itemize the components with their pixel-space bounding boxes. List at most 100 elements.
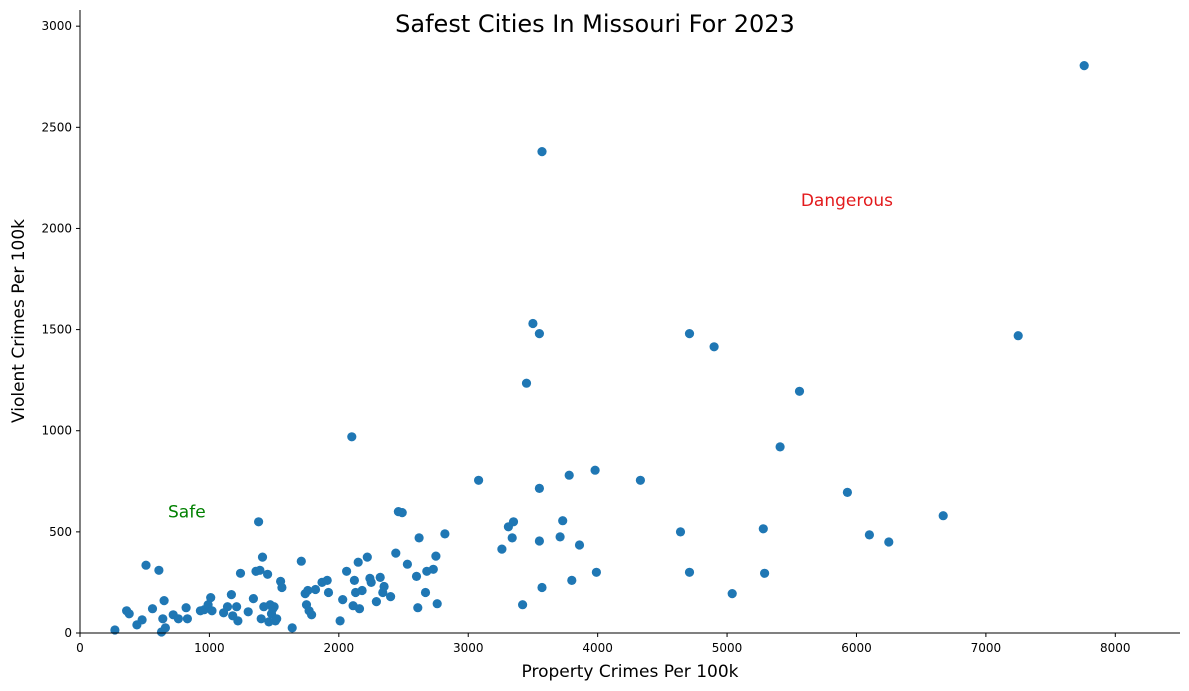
data-point [507,533,517,543]
data-point [760,568,770,578]
data-point [391,548,401,558]
data-point [518,600,528,610]
data-point [537,147,547,157]
data-point [521,378,532,388]
data-point [758,524,768,534]
data-point [287,623,297,633]
y-tick-label: 0 [64,626,72,640]
data-point [342,566,352,576]
data-point [1079,61,1089,71]
data-point [775,442,785,452]
y-tick-label: 1500 [41,323,72,337]
x-tick-label: 7000 [971,641,1002,655]
x-tick-label: 3000 [453,641,484,655]
data-point [432,599,442,609]
data-point [938,511,948,521]
data-point [173,614,183,624]
data-point [684,567,695,577]
data-point [357,585,367,596]
y-tick-label: 2000 [41,221,72,235]
data-point [181,603,191,613]
data-point [137,615,147,625]
data-point [323,587,334,598]
data-point [307,610,317,620]
data-point [141,560,151,570]
x-tick-label: 0 [76,641,84,655]
data-point [534,536,545,546]
data-point [256,614,266,624]
data-point [884,537,894,547]
data-point [206,593,216,603]
data-point [440,529,450,539]
data-point [159,596,169,606]
data-point [263,569,273,579]
x-axis-ticks: 0 1000 2000 3000 4000 5000 6000 7000 8000 [76,633,1131,655]
data-point [353,557,363,567]
data-point [147,604,158,614]
x-tick-label: 1000 [194,641,225,655]
data-point [375,572,385,583]
data-point [277,582,287,593]
data-point [366,577,376,588]
data-point [154,565,164,575]
data-point [474,475,484,485]
data-point [386,592,396,602]
data-point [371,597,381,607]
data-point [534,329,545,339]
points-layer [110,61,1089,637]
data-point [420,587,431,598]
data-point [158,614,168,624]
annotation-safe: Safe [168,503,206,523]
y-axis-ticks: 0 500 1000 1500 2000 2500 3000 [41,19,80,640]
data-point [110,625,120,635]
data-point [124,609,134,619]
chart-title: Safest Cities In Missouri For 2023 [395,10,795,38]
data-point [402,559,412,569]
data-point [269,602,279,612]
y-tick-label: 500 [49,525,72,539]
data-point [591,567,602,577]
data-point [414,533,424,543]
x-tick-label: 4000 [582,641,613,655]
x-tick-label: 5000 [712,641,743,655]
data-point [207,606,217,616]
data-point [379,581,389,592]
data-point [243,607,253,617]
x-tick-label: 8000 [1100,641,1131,655]
annotation-dangerous: Dangerous [801,191,893,211]
data-point [182,614,192,624]
x-tick-label: 2000 [324,641,355,655]
data-point [411,571,422,582]
data-point [794,386,805,396]
data-point [335,616,345,626]
data-point [537,582,547,593]
data-point [303,585,313,596]
data-point [590,465,600,475]
data-point [534,483,545,493]
data-point [248,594,258,604]
data-point [431,551,441,561]
data-point [310,584,321,595]
data-point [558,516,568,526]
x-axis-title: Property Crimes Per 100k [522,662,739,682]
data-point [864,530,875,540]
data-point [675,527,686,537]
data-point [528,318,538,329]
data-point [226,590,236,600]
data-point [397,507,407,518]
data-point [222,602,233,612]
data-point [842,487,853,497]
data-point [567,575,577,586]
data-point [296,556,306,566]
data-point [257,552,268,562]
data-point [564,470,574,480]
data-point [1013,331,1023,341]
data-point [354,604,365,614]
data-point [428,564,438,574]
y-tick-label: 1000 [41,424,72,438]
data-point [347,432,357,442]
data-point [233,616,243,626]
data-point [413,603,423,613]
data-point [255,565,265,575]
